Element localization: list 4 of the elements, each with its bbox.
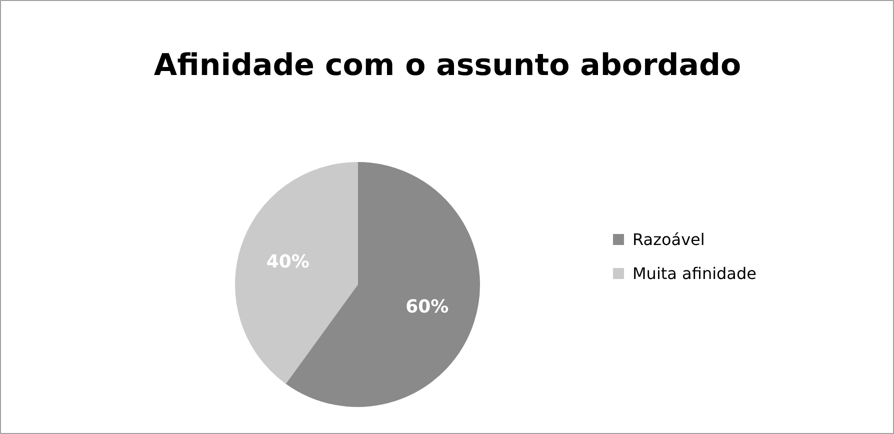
data-label: 60% xyxy=(406,296,449,318)
legend-label: Muita afinidade xyxy=(632,264,756,283)
legend-label: Razoável xyxy=(632,230,705,249)
chart-title: Afinidade com o assunto abordado xyxy=(154,48,742,83)
